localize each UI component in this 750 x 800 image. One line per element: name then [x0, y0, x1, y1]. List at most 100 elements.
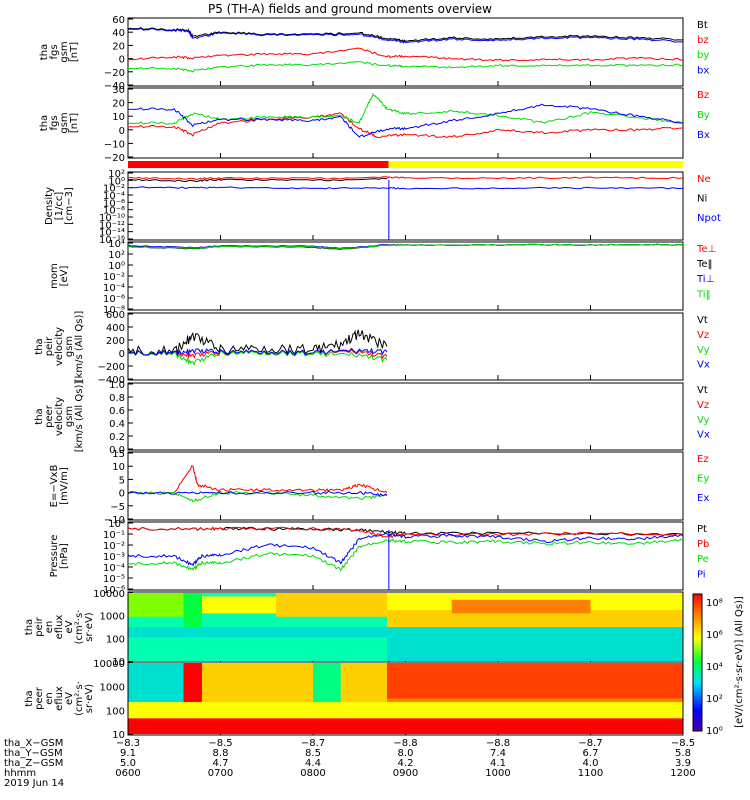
ylabel-fgs-gsm: tha: [39, 44, 50, 60]
ytick-label: 10²: [108, 250, 125, 261]
ytick-label: 60: [112, 15, 125, 26]
ytick-label: 1000: [100, 612, 125, 623]
spectrogram-cell: [128, 702, 683, 719]
legend-Ne: Ne: [697, 174, 711, 185]
ytick-label: 0: [119, 489, 125, 500]
orbit-value: 5.8: [675, 748, 691, 759]
ylabel-peir-eflux: sr·eV): [84, 612, 95, 641]
panel-frame-efield: [127, 451, 684, 521]
line-fgs-by: [127, 61, 684, 73]
line-efield-Ez: [127, 465, 388, 495]
legend-Vy: Vy: [697, 345, 710, 356]
ytick-label: 10⁻²: [103, 541, 125, 552]
legend-Pe: Pe: [697, 554, 709, 565]
orbit-value: −8.7: [578, 738, 602, 749]
colorbar-tick-label: 10²: [706, 694, 723, 705]
ytick-label: 100: [106, 634, 125, 645]
ytick-label: 10⁻¹²: [99, 220, 125, 231]
legend-by: by: [697, 50, 709, 61]
legend-By: By: [697, 110, 710, 121]
panel-frame-peir-velocity: [127, 312, 684, 381]
ytick-label: 1.0: [109, 380, 125, 391]
orbit-value: 5.0: [120, 758, 136, 769]
panel-frame-density: [127, 171, 684, 241]
ytick-label: 20: [112, 41, 125, 52]
orbit-row-label: tha_X−GSM: [4, 738, 63, 749]
ytick-label: 10⁻⁴: [103, 191, 125, 202]
ytick-label: 10⁰: [108, 519, 125, 530]
line-density-Ne: [127, 176, 684, 181]
orbit-value: 4.4: [305, 758, 321, 769]
line-pressure-Pi: [127, 532, 684, 566]
ytick-label: 10⁻⁸: [103, 305, 125, 316]
panel-frame-fgs-gsm: [127, 17, 684, 87]
ylabel-peir-velocity: velocity: [54, 327, 65, 366]
ytick-label: 10: [112, 730, 125, 741]
xtick-label: 0700: [208, 768, 233, 779]
ylabel-peir-eflux: eflux: [54, 615, 65, 640]
xtick-label: 1200: [670, 768, 695, 779]
spectrogram-cell: [202, 663, 387, 703]
ytick-label: 20: [112, 99, 125, 110]
ylabel-peer-velocity: peer: [44, 404, 55, 428]
orbit-value: 4.0: [583, 758, 599, 769]
line-fgs-bx: [127, 27, 684, 44]
legend-Ex: Ex: [697, 493, 709, 504]
ylabel-peer-velocity: gsm: [64, 406, 75, 427]
orbit-value: 7.4: [490, 748, 506, 759]
legend-Pt: Pt: [697, 524, 707, 535]
ytick-label: 1000: [100, 683, 125, 694]
spectrogram-cell: [128, 663, 184, 706]
orbit-value: 4.1: [490, 758, 506, 769]
ytick-label: −10: [104, 515, 125, 526]
colorbar-tick-label: 10⁴: [706, 662, 723, 673]
ytick-label: −20: [104, 153, 125, 164]
ylabel-fgs-gse: fgs: [49, 115, 60, 130]
ytick-label: 0.2: [109, 432, 125, 443]
ylabel-peer-eflux: tha: [24, 690, 35, 706]
legend-Ey: Ey: [697, 473, 709, 484]
ytick-label: 0.4: [109, 419, 125, 430]
spectrogram-cell: [128, 637, 387, 661]
ytick-label: 600: [106, 310, 125, 321]
legend-Vt: Vt: [697, 385, 708, 396]
xtick-label: 0900: [393, 768, 418, 779]
ylabel-peir-velocity: peir: [44, 336, 55, 356]
xtick-label: 0800: [300, 768, 325, 779]
ylabel-temperature: mom: [49, 263, 60, 289]
ytick-label: 10⁻¹⁶: [99, 235, 125, 246]
ylabel-peir-eflux: en: [44, 621, 55, 634]
colorbar-tick-label: 10⁰: [706, 726, 723, 737]
spectrogram-cell: [387, 610, 683, 627]
ylabel-efield: [mV/m]: [59, 467, 70, 505]
ylabel-peir-eflux: tha: [24, 619, 35, 635]
line-velocity-Vy: [127, 350, 388, 366]
orbit-row-label: tha_Y−GSM: [4, 748, 63, 759]
spectrogram-cell: [451, 599, 591, 614]
legend-Vy: Vy: [697, 415, 710, 426]
ylabel-peer-velocity: tha: [34, 408, 45, 424]
ylabel-fgs-gsm: gsm: [59, 41, 70, 62]
ytick-label: 10⁻²: [103, 272, 125, 283]
orbit-value: 8.0: [398, 748, 414, 759]
ytick-label: 10⁴: [108, 239, 125, 250]
ylabel-pressure: Pressure: [49, 535, 60, 578]
orbit-row-label: tha_Z−GSM: [4, 758, 63, 769]
legend-Te⊥: Te⊥: [696, 244, 716, 255]
legend-Vx: Vx: [697, 430, 710, 441]
xtick-label: 1000: [485, 768, 510, 779]
legend-Pb: Pb: [697, 539, 709, 550]
line-temp-Ti‖: [127, 243, 684, 250]
line-fgs-bz: [127, 47, 684, 62]
ytick-label: 400: [106, 323, 125, 334]
legend-Ez: Ez: [697, 454, 709, 465]
ytick-label: 15: [112, 449, 125, 460]
ytick-label: 10⁻²: [103, 184, 125, 195]
ytick-label: 10⁰: [108, 176, 125, 187]
orbit-value: −8.3: [116, 738, 140, 749]
orbit-value: 4.2: [398, 758, 414, 769]
line-efield-Ex: [127, 490, 388, 498]
ylabel-peer-eflux: en: [44, 692, 55, 705]
ylabel-peer-velocity: [km/s (All Qs)]: [74, 381, 85, 453]
ylabel-temperature: [eV]: [59, 266, 70, 287]
